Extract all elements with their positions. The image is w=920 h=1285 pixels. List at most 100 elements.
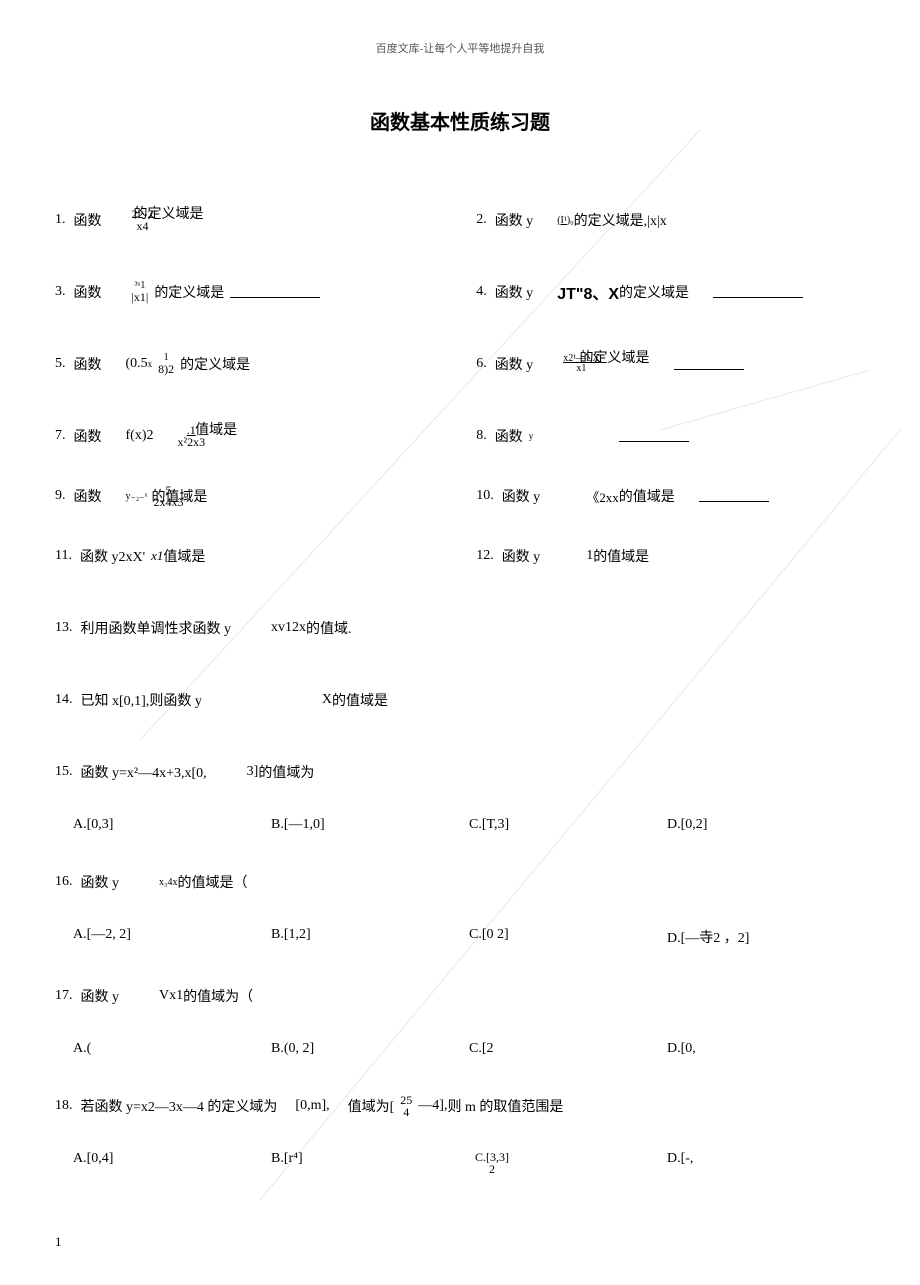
q7-pre: f(x)2 (126, 428, 154, 444)
q7-label: 函数 (74, 426, 102, 446)
q8-sub: y (529, 431, 534, 441)
page-number: 1 (55, 1234, 62, 1250)
q10-num: 10. (476, 488, 494, 504)
q12-tail: 的值域是 (593, 546, 649, 566)
q4-label: 函数 y (495, 282, 534, 302)
question-17: 17. 函数 y Vx1 的值域为（ (55, 986, 865, 1006)
q18-opt-a: A.[0,4] (73, 1151, 271, 1175)
q18-mid3: —4], (418, 1098, 447, 1114)
question-5: 5. 函数 (0.5 x 1 8)2 的定义域是 (55, 353, 476, 375)
q11-label: 函数 y2xX' (80, 546, 145, 566)
q10-label: 函数 y (502, 486, 541, 506)
q14-text: 已知 x[0,1],则函数 y (81, 690, 202, 710)
question-10: 10. 函数 y 《2xx 的值域是 (476, 486, 865, 506)
q15-opt-a: A.[0,3] (73, 817, 271, 833)
q18-opt-b: B.[r⁴] (271, 1151, 469, 1175)
q17-text: 函数 y (81, 986, 120, 1006)
q15-tail: 的值域为 (258, 762, 314, 782)
q4-tail: 的定义域是 (619, 282, 689, 302)
q5-num: 5. (55, 356, 66, 372)
question-8: 8. 函数 y (476, 426, 865, 446)
q11-expr: x1 (151, 548, 163, 564)
q14-mid: X (322, 692, 332, 708)
q16-opt-a: A.[—2, 2] (73, 927, 271, 947)
q9-num: 9. (55, 488, 66, 504)
page-header: 百度文库-让每个人平等地提升自我 (55, 40, 865, 56)
q2-num: 2. (476, 212, 487, 228)
q6-label: 函数 y (495, 354, 534, 374)
q15-opt-c: C.[T,3] (469, 817, 667, 833)
q15-text: 函数 y=x²—4x+3,x[0, (81, 762, 207, 782)
q18-frac-den: 4 (401, 1106, 411, 1118)
q16-text: 函数 y (81, 872, 120, 892)
q3-tail: 的定义域是 (154, 282, 224, 302)
q3-label: 函数 (74, 282, 102, 302)
q14-num: 14. (55, 692, 73, 708)
q18-opt-c-den: 2 (487, 1163, 497, 1175)
question-14: 14. 已知 x[0,1],则函数 y X 的值域是 (55, 690, 865, 710)
q16-num: 16. (55, 874, 73, 890)
q13-expr: xv12x (271, 620, 306, 636)
q11-tail: 值域是 (163, 546, 205, 566)
q16-tail: 的值域是（ (178, 872, 248, 892)
question-17-options: A.( B.(0, 2] C.[2 D.[0, (55, 1041, 865, 1057)
q14-tail: 的值域是 (332, 690, 388, 710)
q17-expr: Vx1 (159, 988, 183, 1004)
q18-tail: 则 m 的取值范围是 (447, 1096, 563, 1116)
q18-mid: [0,m], (295, 1098, 329, 1114)
q12-num: 12. (476, 548, 494, 564)
question-16: 16. 函数 y x₃4x 的值域是（ (55, 872, 865, 892)
q1-label: 函数 (74, 210, 102, 230)
q6-num: 6. (476, 356, 487, 372)
q16-opt-b: B.[1,2] (271, 927, 469, 947)
q8-blank (619, 430, 689, 442)
q15-opt-d: D.[0,2] (667, 817, 865, 833)
q16-opt-d: D.[—寺2 ，2] (667, 927, 865, 947)
question-7: 7. 函数 f(x)2 .1 x²2x3 值域是 (55, 424, 476, 448)
q18-opt-c: C.[3,3] 2 (469, 1151, 667, 1175)
q9-tail: 的值域是 (151, 486, 207, 506)
q17-num: 17. (55, 988, 73, 1004)
question-3: 3. 函数 ³ˣ1 |x1| 的定义域是 (55, 281, 476, 303)
q4-blank (713, 286, 803, 298)
q3-num: 3. (55, 284, 66, 300)
q6-tail: 的定义域是 (580, 347, 650, 367)
question-4: 4. 函数 y JT"8、X 的定义域是 (476, 280, 865, 304)
q3-frac-den: |x1| (130, 291, 151, 303)
q13-num: 13. (55, 620, 73, 636)
q9-pre: y₋₂₋ˣ (126, 491, 148, 502)
question-18-options: A.[0,4] B.[r⁴] C.[3,3] 2 D.[-, (55, 1151, 865, 1175)
q1-num: 1. (55, 212, 66, 228)
q11-num: 11. (55, 548, 72, 564)
q18-text: 若函数 y=x2—3x—4 的定义域为 (81, 1096, 278, 1116)
q5-frac-den: 8)2 (156, 363, 176, 375)
q5-tail: 的定义域是 (180, 354, 250, 374)
q13-tail: 的值域. (306, 618, 352, 638)
q15-mid: 3] (247, 764, 259, 780)
q2-tail: 的定义域是,|x|x (574, 210, 667, 230)
q17-opt-c: C.[2 (469, 1041, 667, 1057)
q17-opt-b: B.(0, 2] (271, 1041, 469, 1057)
q13-text: 利用函数单调性求函数 y (81, 618, 232, 638)
q15-num: 15. (55, 764, 73, 780)
question-18: 18. 若函数 y=x2—3x—4 的定义域为 [0,m], 值域为[ 25 4… (55, 1094, 865, 1118)
q2-label: 函数 y (495, 210, 534, 230)
q18-mid2: 值域为[ (348, 1096, 395, 1116)
question-6: 6. 函数 y x2¹—LX x1 的定义域是 (476, 354, 865, 374)
q10-tail: 的值域是 (619, 486, 675, 506)
question-12: 12. 函数 y 1 的值域是 (476, 546, 865, 566)
q4-expr: JT"8、X (557, 280, 619, 304)
q4-num: 4. (476, 284, 487, 300)
q15-opt-b: B.[—1,0] (271, 817, 469, 833)
q18-num: 18. (55, 1098, 73, 1114)
q8-label: 函数 (495, 426, 523, 446)
q8-num: 8. (476, 428, 487, 444)
q17-opt-d: D.[0, (667, 1041, 865, 1057)
q17-opt-a: A.( (73, 1041, 271, 1057)
q12-label: 函数 y (502, 546, 541, 566)
q18-opt-d: D.[-, (667, 1151, 865, 1175)
question-15: 15. 函数 y=x²—4x+3,x[0, 3] 的值域为 (55, 762, 865, 782)
q7-tail: 值域是 (195, 419, 237, 439)
q16-opt-c: C.[0 2] (469, 927, 667, 947)
q1-tail: 的定义域是 (134, 203, 204, 223)
